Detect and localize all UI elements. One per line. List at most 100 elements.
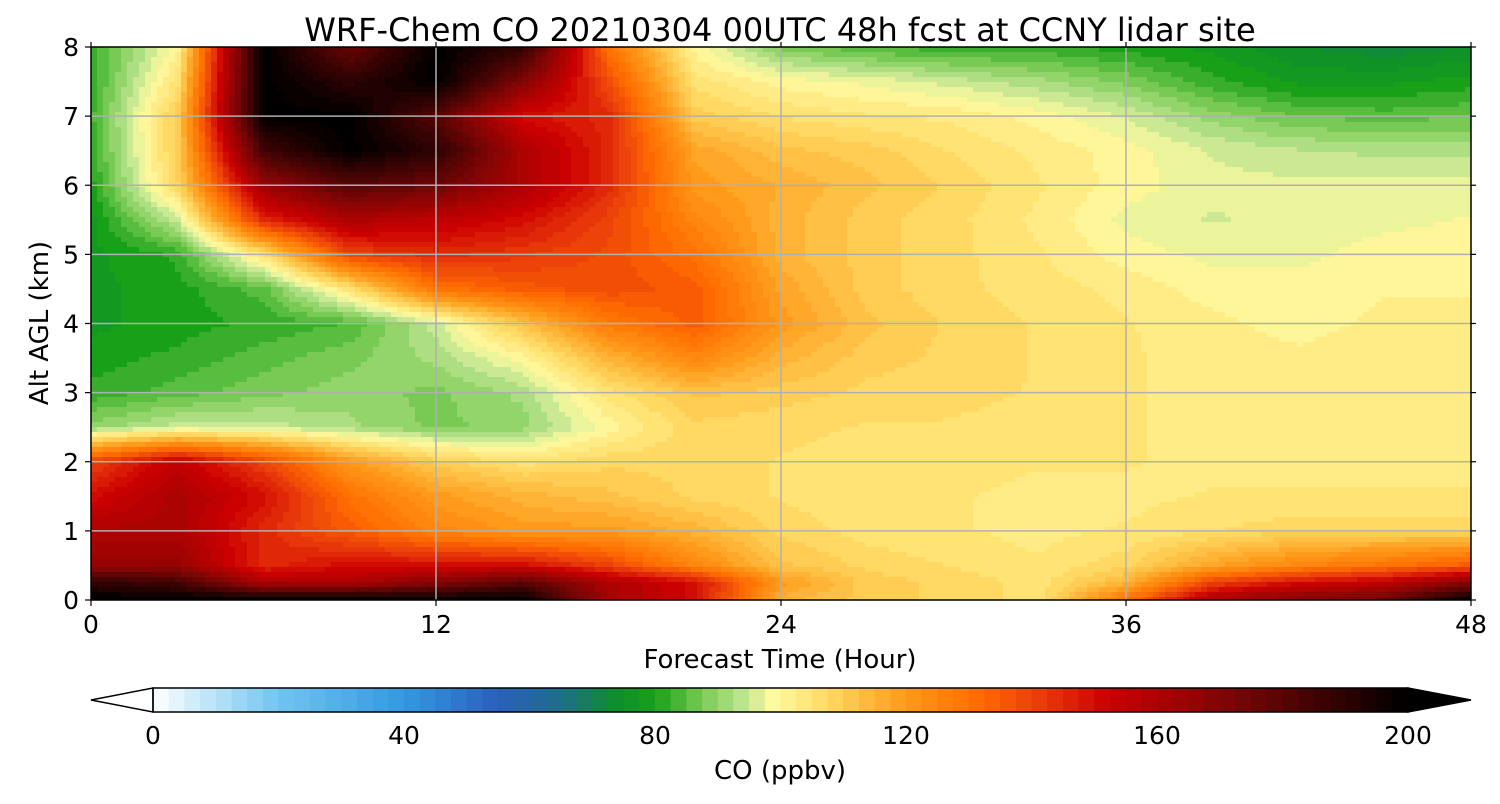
heat-cell xyxy=(385,82,392,88)
heat-cell xyxy=(1099,97,1106,103)
heat-cell xyxy=(505,137,512,143)
heat-cell xyxy=(1177,102,1184,108)
heat-cell xyxy=(325,152,332,158)
heat-cell xyxy=(1093,117,1100,123)
heat-cell xyxy=(853,102,860,108)
heat-cell xyxy=(1441,72,1448,78)
heat-cell xyxy=(199,117,206,123)
heat-cell xyxy=(1165,77,1172,83)
heat-cell xyxy=(799,127,806,133)
heat-cell xyxy=(1345,137,1352,143)
heat-cell xyxy=(1027,87,1034,93)
heat-cell xyxy=(1399,142,1406,148)
heat-cell xyxy=(577,97,584,103)
heat-cell xyxy=(1111,127,1118,133)
heat-cell xyxy=(283,47,290,53)
heat-cell xyxy=(865,72,872,78)
heat-cell xyxy=(271,77,278,83)
heat-cell xyxy=(427,147,434,153)
heat-cell xyxy=(403,77,410,83)
heat-cell xyxy=(667,82,674,88)
heat-cell xyxy=(373,52,380,58)
heat-cell xyxy=(925,87,932,93)
heat-cell xyxy=(445,152,452,158)
heat-cell xyxy=(1207,107,1214,113)
heat-cell xyxy=(1207,102,1214,108)
chart-title: WRF-Chem CO 20210304 00UTC 48h fcst at C… xyxy=(304,11,1255,49)
heat-cell xyxy=(1189,142,1196,148)
heat-cell xyxy=(1309,122,1316,128)
heat-cell xyxy=(1339,87,1346,93)
heat-cell xyxy=(1423,142,1430,148)
heat-cell xyxy=(685,77,692,83)
heat-cell xyxy=(1063,122,1070,128)
heat-cell xyxy=(715,72,722,78)
heat-cell xyxy=(313,102,320,108)
heat-cell xyxy=(475,67,482,73)
heat-cell xyxy=(391,87,398,93)
heat-cell xyxy=(739,77,746,83)
heat-cell xyxy=(373,122,380,128)
heat-cell xyxy=(979,87,986,93)
heat-cell xyxy=(1363,72,1370,78)
heat-cell xyxy=(1171,132,1178,138)
heat-cell xyxy=(1027,47,1034,53)
heat-cell xyxy=(1063,147,1070,153)
heat-cell xyxy=(949,142,956,148)
heat-cell xyxy=(325,87,332,93)
heat-cell xyxy=(1303,67,1310,73)
heat-cell xyxy=(415,102,422,108)
heat-cell xyxy=(1447,77,1454,83)
heat-cell xyxy=(703,82,710,88)
heat-cell xyxy=(1291,117,1298,123)
heat-cell xyxy=(385,72,392,78)
heat-cell xyxy=(613,92,620,98)
heat-cell xyxy=(1093,127,1100,133)
heat-cell xyxy=(679,117,686,123)
heat-cell xyxy=(1273,117,1280,123)
heat-cell xyxy=(403,47,410,53)
heat-cell xyxy=(919,67,926,73)
heat-cell xyxy=(493,47,500,53)
heat-cell xyxy=(547,87,554,93)
heat-cell xyxy=(157,57,164,63)
heat-cell xyxy=(877,122,884,128)
heat-cell xyxy=(787,132,794,138)
heat-cell xyxy=(115,97,122,103)
heat-cell xyxy=(349,67,356,73)
heat-cell xyxy=(1069,97,1076,103)
heat-cell xyxy=(757,132,764,138)
heat-cell xyxy=(619,52,626,58)
heat-cell xyxy=(241,87,248,93)
heat-cell xyxy=(193,97,200,103)
heat-cell xyxy=(979,57,986,63)
heat-cell xyxy=(907,87,914,93)
heat-cell xyxy=(487,142,494,148)
heat-cell xyxy=(1441,67,1448,73)
heat-cell xyxy=(133,82,140,88)
heat-cell xyxy=(397,92,404,98)
heat-cell xyxy=(511,147,518,153)
heat-cell xyxy=(241,97,248,103)
heat-cell xyxy=(1405,122,1412,128)
heat-cell xyxy=(607,137,614,143)
heat-cell xyxy=(1321,87,1328,93)
heat-cell xyxy=(1375,117,1382,123)
heat-cell xyxy=(661,87,668,93)
heat-cell xyxy=(589,77,596,83)
heat-cell xyxy=(325,132,332,138)
heat-cell xyxy=(121,97,128,103)
heat-cell xyxy=(1369,67,1376,73)
heat-cell xyxy=(373,107,380,113)
heat-cell xyxy=(385,127,392,133)
heat-cell xyxy=(1405,127,1412,133)
heat-cell xyxy=(769,132,776,138)
heat-cell xyxy=(157,127,164,133)
heat-cell xyxy=(109,62,116,68)
heat-cell xyxy=(703,122,710,128)
heat-cell xyxy=(313,57,320,63)
heat-cell xyxy=(1069,57,1076,63)
heat-cell xyxy=(589,62,596,68)
heat-cell xyxy=(583,72,590,78)
heat-cell xyxy=(1195,147,1202,153)
